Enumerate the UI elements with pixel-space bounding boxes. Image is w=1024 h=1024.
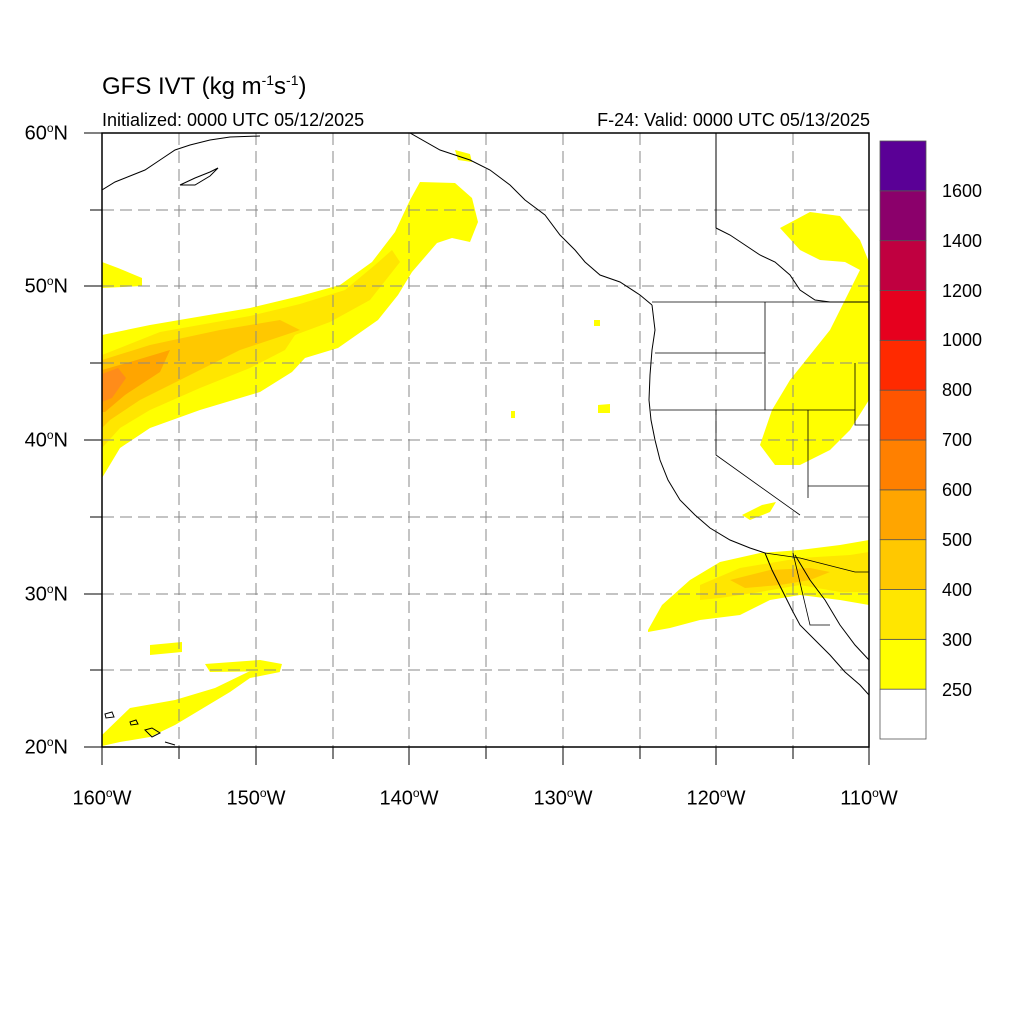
colorbar-swatch (879, 539, 927, 590)
colorbar-label-600: 600 (942, 480, 973, 500)
colorbar-swatch (879, 688, 927, 740)
colorbar-label-1000: 1000 (942, 330, 983, 350)
lon-label-160: 160oW (72, 786, 132, 810)
lat-label-40: 40oN (24, 428, 68, 452)
ivt-250-hawaii-c (205, 660, 282, 672)
lat-label-30: 30oN (24, 582, 68, 606)
lon-label-110: 110oW (840, 786, 898, 810)
colorbar-label-700: 700 (942, 430, 973, 450)
colorbar-swatch (879, 339, 927, 391)
colorbar-swatch (879, 290, 927, 341)
lon-label-150: 150oW (226, 786, 286, 810)
lon-label-130: 130oW (533, 786, 593, 810)
coastlines (102, 133, 869, 746)
colorbar-swatch (879, 389, 927, 441)
ivt-250-interior-b (742, 502, 776, 520)
grid-lines (102, 133, 869, 747)
axis-ticks (84, 132, 870, 765)
colorbar-label-500: 500 (942, 530, 973, 550)
valid-time: F-24: Valid: 0000 UTC 05/13/2025 (597, 110, 870, 130)
lon-label-120: 120oW (686, 786, 746, 810)
ivt-400-socal (730, 568, 830, 588)
canada-coast (715, 227, 869, 303)
west-coast (648, 304, 766, 554)
colorbar-label-1200: 1200 (942, 281, 983, 301)
ivt-500-band-pacific (102, 350, 170, 412)
hawaii-islands (104, 711, 176, 746)
colorbar-swatch (879, 589, 927, 640)
colorbar-swatch (879, 190, 927, 242)
colorbar-label-1600: 1600 (942, 181, 983, 201)
lon-label-140: 140oW (379, 786, 439, 810)
ivt-250-west-50n (102, 262, 142, 288)
colorbar-swatch (879, 638, 927, 690)
ivt-field (102, 150, 869, 746)
alaska-coast (102, 135, 261, 191)
gulf-california (794, 554, 869, 661)
colorbar-swatch (879, 489, 927, 541)
colorbar (879, 140, 927, 740)
colorbar-label-400: 400 (942, 580, 973, 600)
ivt-600-band-pacific (102, 368, 126, 402)
chart-title: GFS IVT (kg m-1s-1) (102, 72, 307, 100)
colorbar-label-1400: 1400 (942, 231, 983, 251)
baja-coast (764, 552, 869, 696)
ivt-250-dot-2 (594, 320, 600, 326)
ivt-250-hawaii (102, 664, 280, 746)
kodiak-coast (179, 167, 219, 186)
lat-label-20: 20oN (24, 735, 68, 759)
colorbar-label-250: 250 (942, 680, 973, 700)
ivt-250-interior (760, 212, 869, 465)
ivt-400-band-pacific (102, 320, 300, 428)
ivt-250-dot-1 (598, 404, 610, 413)
colorbar-label-800: 800 (942, 380, 973, 400)
ivt-250-dot-3 (511, 411, 515, 418)
lat-label-50: 50oN (24, 274, 68, 298)
ivt-300-band-pacific (102, 250, 400, 448)
initialized-time: Initialized: 0000 UTC 05/12/2025 (102, 110, 365, 130)
colorbar-swatch (879, 240, 927, 291)
ivt-250-hawaii-b (150, 642, 182, 655)
colorbar-swatch (879, 439, 927, 491)
bc-alaska-panhandle (409, 133, 653, 306)
colorbar-label-300: 300 (942, 630, 973, 650)
lat-label-60: 60oN (24, 121, 68, 145)
state-borders (651, 301, 869, 626)
colorbar-swatch (879, 140, 927, 192)
